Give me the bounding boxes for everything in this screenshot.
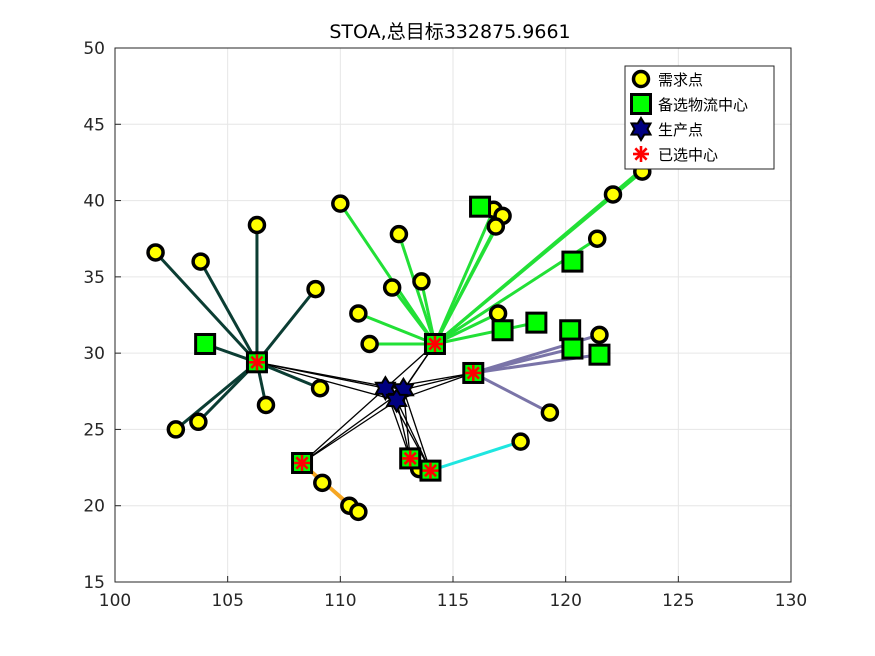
selected-center <box>426 335 443 352</box>
x-tick-label: 100 <box>99 591 131 611</box>
y-tick-label: 15 <box>83 573 105 593</box>
demand-point <box>360 334 379 354</box>
x-tick-label: 130 <box>775 591 807 611</box>
candidate-center <box>588 343 611 366</box>
y-tick-label: 40 <box>83 192 105 212</box>
asterisk-stroke <box>403 451 417 465</box>
selected-center <box>465 364 482 381</box>
y-tick-label: 45 <box>83 115 105 135</box>
assignment-link <box>339 202 437 345</box>
x-tick-label: 120 <box>549 591 581 611</box>
asterisk-stroke <box>466 366 480 380</box>
legend-marker-square <box>630 93 652 115</box>
demand-point <box>306 279 325 299</box>
candidate-center <box>559 319 582 342</box>
production-link <box>396 400 432 471</box>
x-axis-ticks: 100 105 110 115 120 125 130 <box>99 576 807 611</box>
assignment-link <box>433 225 498 345</box>
assignment-link <box>472 347 573 375</box>
candidate-center <box>491 319 514 342</box>
asterisk-stroke <box>423 464 438 478</box>
selected-markers <box>248 335 482 479</box>
legend-label: 已选中心 <box>658 146 718 164</box>
selected-center <box>294 454 311 471</box>
y-tick-label: 50 <box>83 39 105 59</box>
production-markers <box>374 375 415 414</box>
candidate-center <box>469 195 492 218</box>
demand-point <box>256 395 276 415</box>
assignment-link <box>174 361 258 431</box>
candidate-center <box>525 311 548 334</box>
legend-marker-circle <box>631 69 651 89</box>
legend-label: 需求点 <box>658 71 703 89</box>
asterisk-stroke <box>295 456 309 470</box>
demand-point <box>349 304 368 323</box>
assignment-link <box>434 173 637 346</box>
legend-label: 备选物流中心 <box>658 96 748 114</box>
assignment-link <box>430 440 522 473</box>
demand-point <box>191 252 210 271</box>
assignment-link <box>154 251 259 364</box>
demand-point <box>331 194 350 213</box>
assignment-link <box>199 260 259 364</box>
x-tick-label: 125 <box>662 591 694 611</box>
legend-box <box>624 65 775 170</box>
assignment-link <box>433 209 495 345</box>
assignment-link <box>434 321 537 346</box>
production-point <box>385 387 408 414</box>
y-tick-label: 30 <box>83 344 105 364</box>
y-axis-ticks: 15 20 25 30 35 40 45 50 <box>83 39 121 593</box>
y-tick-label: 25 <box>83 420 105 440</box>
demand-point <box>590 325 609 345</box>
legend-marker-hexagram <box>629 116 653 142</box>
x-tick-label: 110 <box>324 591 356 611</box>
demand-point <box>349 502 368 522</box>
asterisk-stroke <box>634 147 648 161</box>
assignment-links <box>154 170 644 513</box>
assignment-link <box>472 371 551 414</box>
demand-point <box>511 432 530 451</box>
demand-point <box>313 473 332 493</box>
assignment-link <box>357 312 436 346</box>
demand-markers <box>146 162 652 522</box>
y-tick-label: 35 <box>83 268 105 288</box>
selected-center <box>422 462 439 479</box>
y-tick-label: 20 <box>83 497 105 517</box>
x-tick-label: 105 <box>211 591 243 611</box>
demand-point <box>389 224 409 244</box>
candidate-center <box>561 250 584 273</box>
x-tick-label: 115 <box>437 591 469 611</box>
production-link <box>301 387 386 464</box>
demand-point <box>488 304 508 323</box>
candidate-center <box>194 332 217 355</box>
demand-point <box>382 278 402 297</box>
production-point <box>374 375 397 402</box>
demand-point <box>412 272 431 291</box>
asterisk-stroke <box>428 337 442 351</box>
assignment-link <box>255 288 317 364</box>
demand-point <box>189 412 208 432</box>
production-link <box>403 372 474 391</box>
candidate-center <box>561 337 584 360</box>
chart-title: STOA,总目标332875.9661 <box>329 21 570 43</box>
legend-marker-asterisk <box>633 146 649 162</box>
demand-point <box>166 420 186 439</box>
selected-center <box>248 354 265 371</box>
demand-point <box>146 243 165 262</box>
demand-point <box>587 229 607 248</box>
demand-point <box>310 378 330 398</box>
production-link <box>402 389 432 471</box>
legend-label: 生产点 <box>658 121 703 139</box>
production-link <box>256 361 397 402</box>
demand-point <box>603 185 623 204</box>
selected-center <box>402 450 419 467</box>
demand-point <box>486 217 506 236</box>
production-link <box>301 399 398 464</box>
demand-point <box>247 215 267 235</box>
asterisk-stroke <box>250 355 264 369</box>
demand-point <box>540 403 560 422</box>
production-link <box>301 389 404 464</box>
